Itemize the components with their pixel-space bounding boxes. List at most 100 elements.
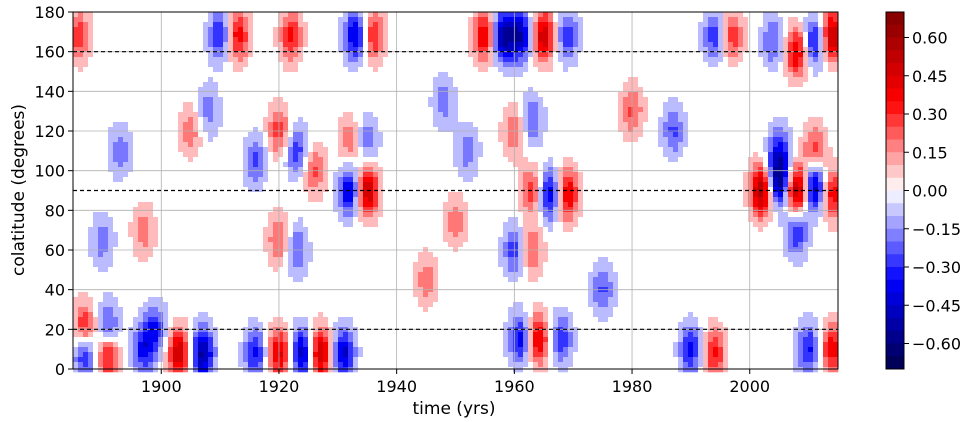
heatmap-cell [353, 272, 359, 278]
heatmap-cell [138, 82, 144, 88]
heatmap-cell [288, 187, 294, 193]
heatmap-cell [373, 127, 379, 133]
heatmap-cell [178, 127, 184, 133]
heatmap-cell [338, 332, 344, 338]
heatmap-cell [373, 162, 379, 168]
heatmap-cell [368, 267, 374, 273]
heatmap-cell [103, 112, 109, 118]
heatmap-cell [103, 62, 109, 68]
heatmap-cell [253, 172, 259, 178]
heatmap-cell [318, 177, 324, 183]
heatmap-cell [333, 347, 339, 353]
heatmap-cell [358, 312, 364, 318]
heatmap-cell [143, 122, 149, 128]
heatmap-cell [158, 72, 164, 78]
heatmap-cell [373, 157, 379, 163]
heatmap-cell [158, 337, 164, 343]
heatmap-cell [138, 197, 144, 203]
heatmap-cell [93, 242, 99, 248]
heatmap-cell [198, 92, 204, 98]
heatmap-cell [143, 347, 149, 353]
heatmap-cell [173, 297, 179, 303]
heatmap-cell [113, 72, 119, 78]
heatmap-cell [293, 132, 299, 138]
heatmap-cell [103, 292, 109, 298]
heatmap-cell [158, 227, 164, 233]
heatmap-cell [233, 292, 239, 298]
heatmap-cell [93, 57, 99, 63]
heatmap-cell [273, 47, 279, 53]
heatmap-cell [318, 132, 324, 138]
heatmap-cell [218, 277, 224, 283]
heatmap-cell [413, 127, 419, 133]
heatmap-cell [193, 222, 199, 228]
heatmap-cell [188, 217, 194, 223]
heatmap-cell [328, 197, 334, 203]
heatmap-cell [383, 282, 389, 288]
heatmap-cell [163, 277, 169, 283]
heatmap-cell [168, 142, 174, 148]
heatmap-cell [413, 222, 419, 228]
heatmap-cell [128, 182, 134, 188]
heatmap-cell [408, 187, 414, 193]
heatmap-cell [253, 292, 259, 298]
heatmap-cell [198, 87, 204, 93]
heatmap-cell [118, 217, 124, 223]
heatmap-cell [278, 352, 284, 358]
heatmap-cell [398, 212, 404, 218]
heatmap-cell [223, 237, 229, 243]
heatmap-cell [223, 292, 229, 298]
heatmap-cell [273, 347, 279, 353]
heatmap-cell [218, 67, 224, 73]
heatmap-cell [218, 37, 224, 43]
heatmap-cell [128, 242, 134, 248]
heatmap-cell [178, 77, 184, 83]
heatmap-cell [228, 57, 234, 63]
heatmap-cell [383, 147, 389, 153]
heatmap-cell [128, 307, 134, 313]
heatmap-cell [398, 52, 404, 58]
heatmap-cell [203, 52, 209, 58]
heatmap-cell [393, 352, 399, 358]
heatmap-cell [378, 182, 384, 188]
heatmap-cell [253, 222, 259, 228]
heatmap-cell [198, 232, 204, 238]
heatmap-cell [363, 257, 369, 263]
heatmap-cell [368, 122, 374, 128]
heatmap-cell [268, 172, 274, 178]
heatmap-cell [313, 222, 319, 228]
heatmap-cell [393, 182, 399, 188]
heatmap-cell [273, 362, 279, 368]
heatmap-cell [258, 67, 264, 73]
heatmap-cell [83, 42, 89, 48]
heatmap-cell [303, 242, 309, 248]
heatmap-cell [273, 322, 279, 328]
heatmap-cell [153, 292, 159, 298]
heatmap-cell [313, 42, 319, 48]
heatmap-cell [358, 117, 364, 123]
heatmap-cell [243, 282, 249, 288]
heatmap-cell [123, 357, 129, 363]
heatmap-cell [368, 257, 374, 263]
heatmap-cell [333, 182, 339, 188]
heatmap-cell [188, 77, 194, 83]
heatmap-cell [363, 147, 369, 153]
heatmap-cell [258, 127, 264, 133]
heatmap-cell [343, 82, 349, 88]
heatmap-cell [288, 167, 294, 173]
heatmap-cell [128, 352, 134, 358]
heatmap-cell [248, 167, 254, 173]
heatmap-cell [83, 357, 89, 363]
heatmap-cell [238, 22, 244, 28]
heatmap-cell [183, 192, 189, 198]
heatmap-cell [413, 272, 419, 278]
heatmap-cell [293, 117, 299, 123]
heatmap-cell [368, 187, 374, 193]
heatmap-cell [398, 292, 404, 298]
heatmap-cell [288, 42, 294, 48]
heatmap-cell [143, 27, 149, 33]
heatmap-cell [113, 227, 119, 233]
heatmap-cell [173, 162, 179, 168]
heatmap-cell [198, 217, 204, 223]
heatmap-cell [248, 92, 254, 98]
